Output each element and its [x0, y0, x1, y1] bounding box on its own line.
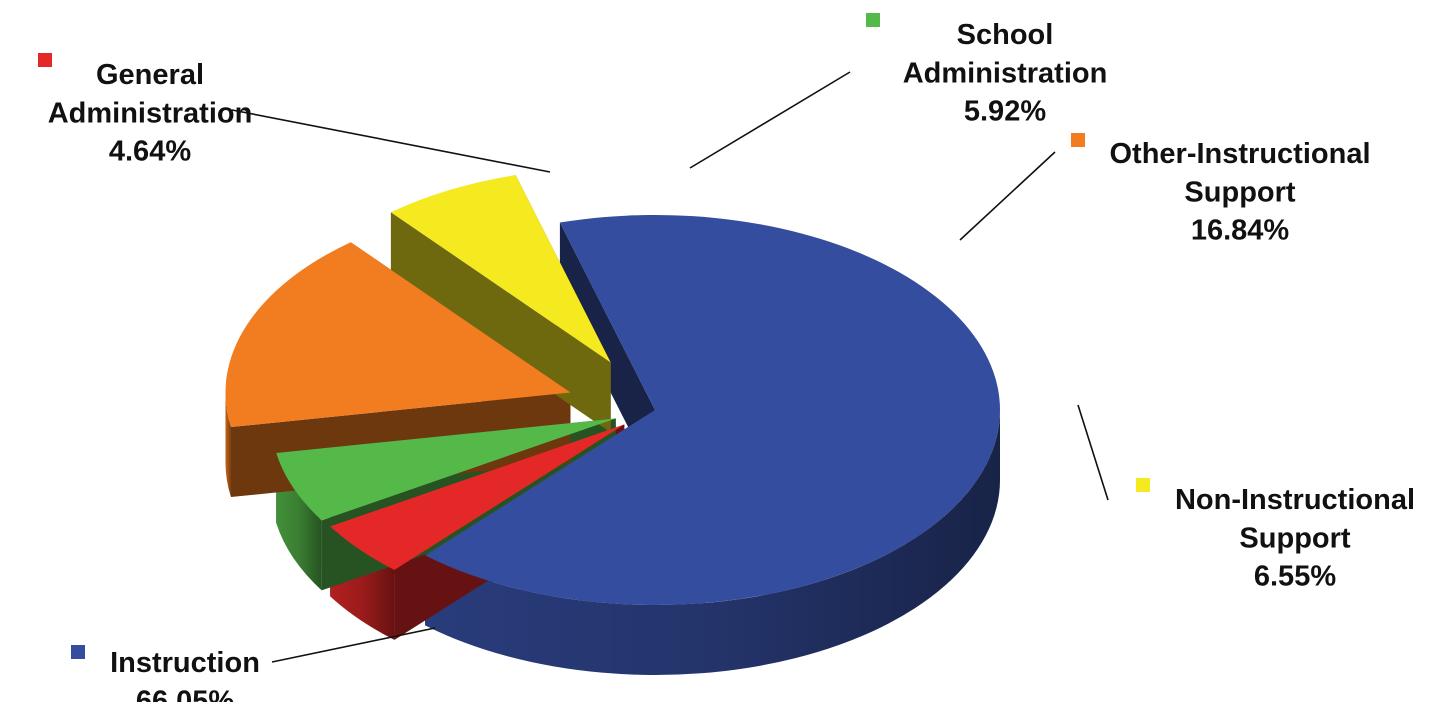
leader-line-other-instructional-support — [959, 151, 1056, 241]
slice-non-instructional-support — [390, 175, 611, 363]
leader-line-general-administration — [231, 109, 551, 173]
slice-label-instruction: Instruction 66.05% — [110, 647, 260, 702]
legend-swatch-instruction — [71, 645, 85, 659]
leader-line-school-administration — [689, 71, 851, 169]
slice-label-general-administration: General Administration 4.64% — [48, 59, 253, 168]
slice-label-other-instructional-support: Other-Instructional Support 16.84% — [1109, 138, 1370, 247]
pie-tops — [225, 175, 1000, 606]
slice-labels: Instruction 66.05% General Administration 4.… — [38, 13, 1415, 702]
leader-lines — [231, 71, 1109, 663]
legend-swatch-non-instructional-support — [1136, 478, 1150, 492]
slice-instruction — [425, 215, 1000, 606]
slice-label-school-administration: School Administration 5.92% — [903, 19, 1108, 128]
slice-general-administration — [330, 424, 625, 570]
legend-swatch-general-administration — [38, 53, 52, 67]
slice-other-instructional-support — [225, 242, 571, 428]
slice-label-non-instructional-support: Non-Instructional Support 6.55% — [1175, 484, 1415, 593]
leader-line-instruction — [271, 627, 436, 663]
legend-swatch-school-administration — [866, 13, 880, 27]
slice-school-administration — [276, 418, 616, 521]
leader-line-non-instructional-support — [1077, 404, 1109, 501]
legend-swatch-other-instructional-support — [1071, 133, 1085, 147]
